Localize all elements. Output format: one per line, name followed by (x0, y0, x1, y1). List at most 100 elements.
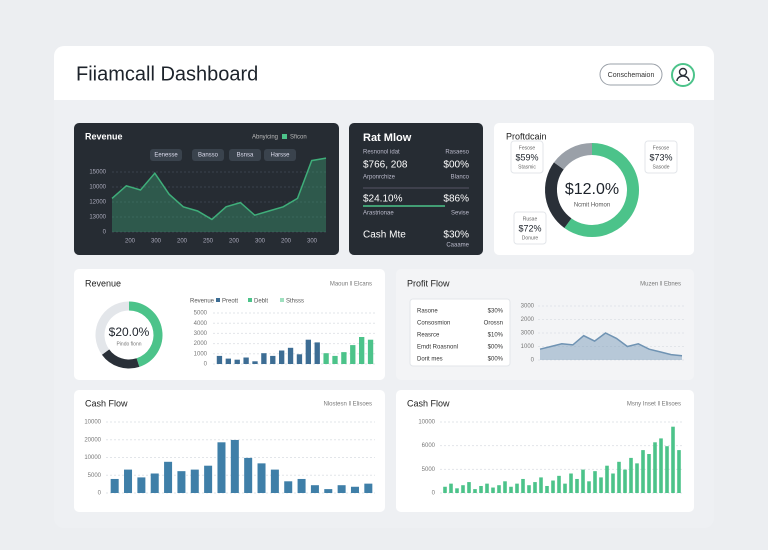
y-tick-label: 0 (204, 362, 208, 368)
tooltip-label: Eenesse (154, 153, 178, 159)
panel-title: Profit Flow (407, 278, 450, 288)
row-value: $86% (443, 194, 469, 205)
x-tick-label: 300 (151, 239, 162, 245)
y-tick-label: 20000 (84, 437, 101, 443)
tooltip (229, 149, 261, 161)
bar (296, 354, 303, 364)
bar (551, 480, 555, 493)
donut-subtitle: Ncmit Homon (574, 203, 610, 209)
bar (443, 486, 447, 493)
bar (204, 465, 213, 493)
legend-entry: Revenue (190, 299, 215, 305)
bar (252, 361, 258, 364)
bar (587, 481, 591, 493)
row-label: Arponrchize (363, 175, 396, 181)
bar (367, 339, 374, 364)
tooltip-label: Bansso (198, 153, 219, 159)
donut-segment (95, 301, 130, 355)
y-tick-label: 1000 (194, 351, 208, 357)
bar (323, 353, 329, 364)
table-box (409, 298, 511, 367)
bar (545, 485, 549, 493)
donut-segment (101, 349, 140, 369)
legend: Nlostesn ‖ Elisoes (324, 402, 373, 408)
bar (449, 483, 453, 493)
callout-sub: Stasmic (518, 164, 536, 170)
legend-entry: Abnyicing (252, 135, 278, 141)
donut-segment (553, 143, 593, 170)
bar (324, 489, 333, 493)
tooltip (150, 149, 182, 161)
bar (305, 339, 311, 364)
header-button-label[interactable]: Conschemaion (608, 72, 655, 79)
donut-segment (545, 162, 572, 229)
table-label: Reasrce (417, 333, 440, 339)
y-tick-label: 0 (531, 358, 535, 364)
callout-value: $59% (515, 152, 538, 162)
bar (563, 483, 567, 493)
y-tick-label: 4000 (194, 321, 208, 327)
bar (677, 450, 681, 493)
bar (491, 487, 495, 493)
donut-subtitle: Pindo flonn (116, 341, 141, 347)
y-tick-label: 10000 (84, 455, 101, 461)
bar (364, 483, 373, 493)
y-tick-label: 13000 (89, 215, 106, 221)
bar (110, 478, 119, 493)
panel-title: Cash Flow (407, 398, 450, 408)
donut-center: $20.0% (109, 325, 150, 339)
bar (332, 355, 338, 364)
bar (569, 473, 573, 493)
legend: Msny Inset ‖ Elisoes (627, 402, 681, 408)
table-label: Consosmion (417, 321, 450, 327)
y-tick-label: 3000 (521, 304, 535, 310)
avatar-icon (676, 75, 690, 82)
x-tick-label: 200 (281, 239, 292, 245)
row-value: $30% (443, 230, 469, 241)
panel-title: Revenue (85, 278, 121, 288)
area-fill (112, 158, 326, 232)
legend-entry: Sficon (290, 135, 307, 141)
bar (217, 442, 226, 493)
y-tick-label: 0 (103, 230, 107, 236)
y-tick-label: 5000 (422, 467, 436, 473)
y-tick-label: 1000 (521, 344, 535, 350)
legend-swatch (282, 134, 287, 139)
y-tick-label: 0 (432, 491, 436, 497)
bar (234, 359, 240, 364)
table-label: Dorit mes (417, 357, 443, 363)
bar (479, 485, 483, 493)
bar (557, 475, 561, 493)
callout-value: $73% (649, 152, 672, 162)
legend: Muzen ‖ Ebnes (640, 282, 681, 288)
bar (611, 473, 615, 493)
header-button[interactable] (599, 63, 663, 86)
panel (74, 123, 339, 255)
table-value: $10% (488, 333, 504, 339)
y-tick-label: 3000 (521, 331, 535, 337)
bar (137, 477, 146, 493)
bar (653, 442, 657, 493)
bar (284, 481, 293, 493)
bar (164, 461, 173, 493)
legend-swatch (216, 298, 220, 302)
panel (349, 123, 483, 255)
bar (539, 477, 543, 493)
bar (647, 454, 651, 493)
row-label: Resnonol idat (363, 150, 400, 156)
y-tick-label: 12000 (89, 200, 106, 206)
callout (644, 140, 678, 174)
header-bar (54, 46, 714, 100)
row-value: $00% (443, 160, 469, 171)
y-tick-label: 10000 (89, 185, 106, 191)
bar (521, 478, 525, 493)
y-tick-label: 5000 (194, 311, 208, 317)
donut-segment (128, 301, 163, 367)
panel-title: Rat Mlow (363, 132, 412, 144)
x-tick-label: 200 (229, 239, 240, 245)
table-label: Emdt Roasnonl (417, 345, 458, 351)
bar (350, 486, 359, 493)
bar (503, 481, 507, 493)
page-title: Fiiamcall Dashboard (76, 63, 258, 85)
legend-entry: Sthsss (286, 299, 304, 305)
